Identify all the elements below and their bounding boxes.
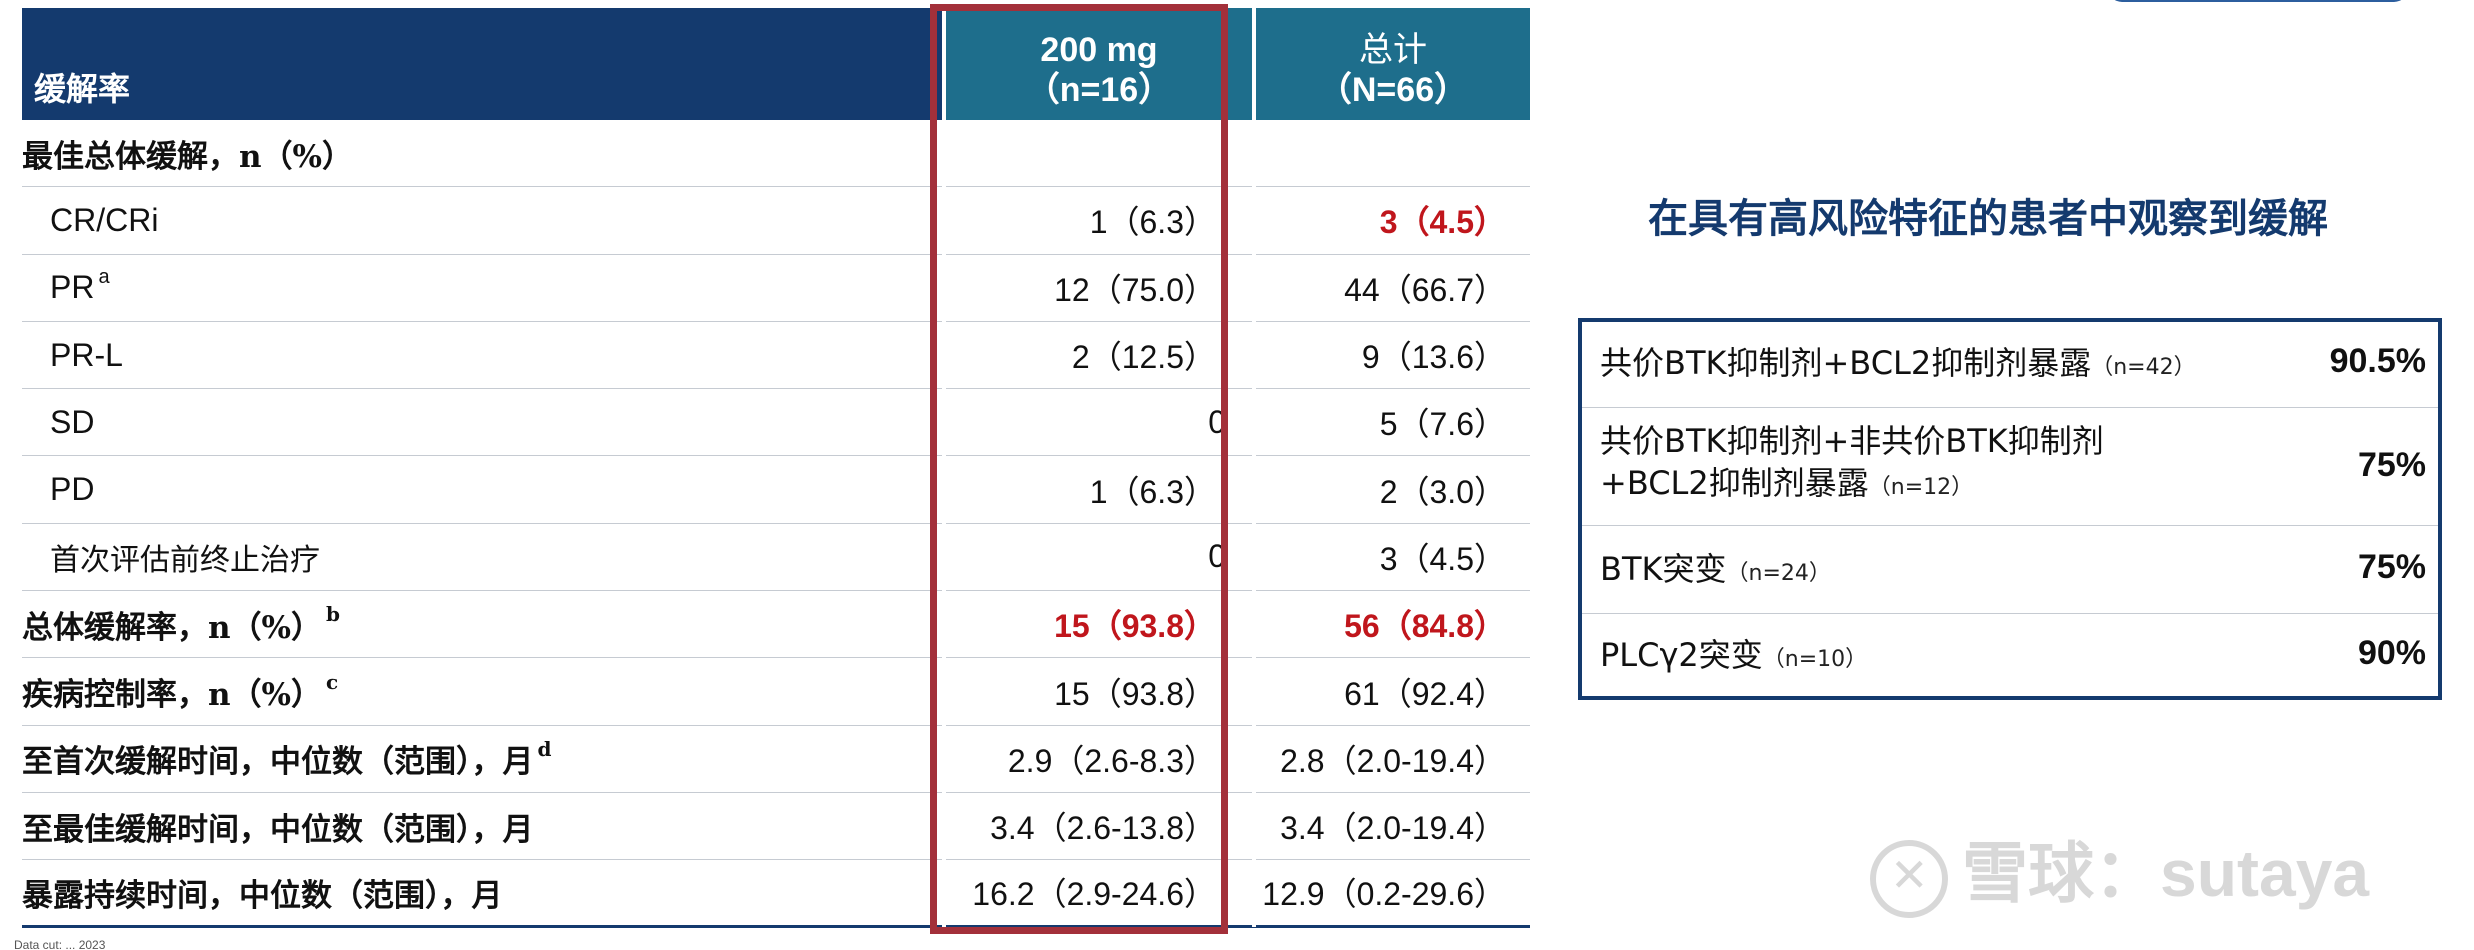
row-label: SD: [50, 403, 95, 440]
row-value-total: 9（13.6）: [1361, 339, 1506, 376]
row-value-total: 5（7.6）: [1379, 406, 1506, 443]
table-row: PR a 12（75.0） 44（66.7）: [22, 255, 1530, 322]
sample-size: （n=42）: [2091, 355, 2196, 380]
row-label: 至首次缓解时间，中位数（范围），月 d: [22, 736, 552, 781]
row-label: 暴露持续时间，中位数（范围），月: [22, 877, 503, 914]
table-row: 至最佳缓解时间，中位数（范围），月 3.4（2.6-13.8） 3.4（2.0-…: [22, 793, 1530, 861]
row-value-200mg: 12（75.0）: [1054, 271, 1216, 308]
row-label: 首次评估前终止治疗: [50, 542, 320, 578]
row-value-200mg: 1（6.3）: [1089, 473, 1216, 510]
row-value-200mg: 16.2（2.9-24.6）: [972, 876, 1216, 913]
footnote-marker: a: [98, 266, 110, 289]
row-value-total: 2（3.0）: [1379, 473, 1506, 510]
row-label: 总体缓解率，n（%） b: [22, 602, 340, 646]
row-value-200mg: 0: [1208, 538, 1226, 575]
table-row: SD 0 5（7.6）: [22, 389, 1530, 457]
table-row: 总体缓解率，n（%） b 15（93.8） 56（84.8）: [22, 591, 1530, 659]
watermark: 雪球：sutaya: [1870, 820, 2369, 918]
sample-size: （n=24）: [1726, 561, 1831, 586]
column-separator: [942, 120, 946, 927]
row-label: PR a: [50, 266, 110, 306]
high-risk-value: 90%: [2357, 634, 2426, 672]
row-value-total: 12.9（0.2-29.6）: [1262, 876, 1506, 913]
row-value-total: 3.4（2.0-19.4）: [1280, 810, 1506, 847]
col2-header-line2: （N=66）: [1317, 71, 1469, 109]
table-body: 最佳总体缓解，n（%） CR/CRi 1（6.3） 3（4.5） PR a 12（…: [22, 120, 1530, 928]
row-label: CR/CRi: [50, 201, 159, 238]
high-risk-row: 共价BTK抑制剂+非共价BTK抑制剂 +BCL2抑制剂暴露（n=12） 75%: [1582, 408, 2438, 526]
col2-header-line1: 总计: [1359, 30, 1427, 70]
table-row: 疾病控制率，n（%） c 15（93.8） 61（92.4）: [22, 658, 1530, 726]
row-value-total: 3（4.5）: [1379, 540, 1506, 577]
column-separator: [1252, 120, 1256, 927]
row-label: 至最佳缓解时间，中位数（范围），月: [22, 811, 534, 848]
high-risk-value: 90.5%: [2329, 342, 2426, 380]
high-risk-label: BTK突变（n=24）: [1600, 550, 1831, 588]
table-row: CR/CRi 1（6.3） 3（4.5）: [22, 187, 1530, 255]
high-risk-value: 75%: [2357, 548, 2426, 586]
table-header-total: 总计 （N=66）: [1256, 8, 1530, 120]
footnote-marker: b: [326, 602, 340, 627]
table-row: PR-L 2（12.5） 9（13.6）: [22, 322, 1530, 390]
row-value-200mg: 0: [1208, 403, 1226, 440]
top-decoration: [2108, 0, 2408, 2]
row-value-200mg: 2.9（2.6-8.3）: [1007, 742, 1216, 779]
row-label: PR-L: [50, 336, 123, 373]
high-risk-box: 共价BTK抑制剂+BCL2抑制剂暴露（n=42） 90.5% 共价BTK抑制剂+…: [1578, 318, 2442, 700]
row-value-200mg: 15（93.8）: [1054, 675, 1216, 712]
row-value-200mg: 2（12.5）: [1071, 339, 1216, 376]
sample-size: （n=10）: [1762, 647, 1868, 672]
footnote: Data cut: ... 2023: [14, 938, 106, 950]
table-header-label: 缓解率: [22, 8, 942, 120]
table-row: 至首次缓解时间，中位数（范围），月 d 2.9（2.6-8.3） 2.8（2.0-…: [22, 726, 1530, 793]
table-row: 首次评估前终止治疗 0 3（4.5）: [22, 524, 1530, 592]
row-value-total: 44（66.7）: [1344, 271, 1506, 308]
row-value-total: 3（4.5）: [1379, 204, 1506, 241]
footnote-marker: c: [326, 669, 339, 694]
row-label: PD: [50, 471, 95, 508]
table-header-200mg: 200 mg （n=16）: [946, 8, 1252, 120]
high-risk-label: 共价BTK抑制剂+BCL2抑制剂暴露（n=42）: [1600, 344, 2196, 382]
table-row: 暴露持续时间，中位数（范围），月 16.2（2.9-24.6） 12.9（0.2…: [22, 860, 1530, 928]
table-row: 最佳总体缓解，n（%）: [22, 120, 1530, 188]
row-label: 最佳总体缓解，n（%）: [22, 138, 353, 175]
table-row: PD 1（6.3） 2（3.0）: [22, 456, 1530, 524]
row-value-200mg: 3.4（2.6-13.8）: [990, 810, 1216, 847]
high-risk-row: BTK突变（n=24） 75%: [1582, 526, 2438, 614]
col1-header-line2: （n=16）: [1025, 71, 1173, 109]
col1-header-line1: 200 mg: [1040, 31, 1158, 69]
row-value-total: 56（84.8）: [1344, 608, 1506, 645]
high-risk-value: 75%: [2357, 446, 2426, 484]
high-risk-row: PLCγ2突变（n=10） 90%: [1582, 614, 2438, 696]
header-label-text: 缓解率: [34, 70, 131, 108]
footnote-marker: d: [537, 736, 552, 761]
row-value-200mg: 1（6.3）: [1089, 204, 1216, 241]
snowball-logo-icon: [1870, 839, 1948, 918]
row-label: 疾病控制率，n（%） c: [22, 669, 339, 714]
right-panel-title: 在具有高风险特征的患者中观察到缓解: [1648, 195, 2328, 242]
sample-size: （n=12）: [1868, 475, 1974, 500]
row-value-200mg: 15（93.8）: [1054, 608, 1216, 645]
high-risk-label: 共价BTK抑制剂+非共价BTK抑制剂 +BCL2抑制剂暴露（n=12）: [1600, 422, 2104, 502]
high-risk-label: PLCγ2突变（n=10）: [1600, 636, 1868, 674]
row-value-total: 2.8（2.0-19.4）: [1280, 742, 1506, 779]
row-value-total: 61（92.4）: [1344, 675, 1506, 712]
high-risk-row: 共价BTK抑制剂+BCL2抑制剂暴露（n=42） 90.5%: [1582, 322, 2438, 408]
